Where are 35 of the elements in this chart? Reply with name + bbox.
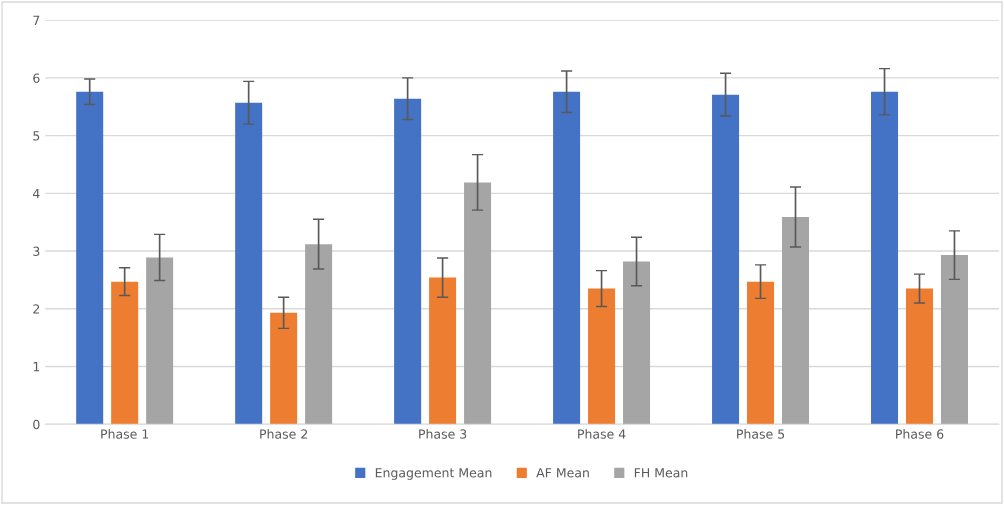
bar [464, 182, 492, 425]
bar [429, 277, 457, 425]
x-tick-label: Phase 2 [260, 429, 307, 439]
bar [712, 94, 740, 425]
x-tick-label: Phase 1 [101, 429, 149, 439]
bar [235, 102, 263, 425]
x-tick-label: Phase 6 [896, 429, 944, 439]
y-tick-label: 4 [32, 188, 40, 199]
y-tick-label: 7 [33, 15, 40, 25]
bar [111, 281, 139, 425]
y-tick-label: 5 [33, 131, 40, 141]
legend-label: Engagement Mean [375, 468, 492, 480]
bar [623, 261, 651, 425]
bar [940, 255, 968, 425]
y-tick-label: 6 [33, 73, 40, 83]
bar [305, 244, 333, 425]
bar [588, 288, 616, 425]
bar [747, 281, 775, 425]
x-tick-label: Phase 5 [737, 429, 785, 439]
y-tick-label: 0 [33, 419, 40, 430]
bar [871, 91, 899, 425]
bar [553, 91, 581, 425]
x-tick-label: Phase 4 [578, 429, 626, 439]
y-tick-label: 3 [33, 246, 40, 256]
bar [394, 98, 422, 425]
bar [781, 217, 810, 425]
bar [76, 91, 104, 425]
bar [146, 257, 174, 425]
bar [905, 288, 934, 425]
x-tick-label: Phase 3 [419, 429, 467, 439]
legend-label: FH Mean [634, 468, 688, 478]
bar [270, 312, 298, 425]
y-tick-label: 1 [33, 362, 40, 372]
legend-label: AF Mean [536, 468, 589, 478]
y-tick-label: 2 [33, 304, 40, 314]
